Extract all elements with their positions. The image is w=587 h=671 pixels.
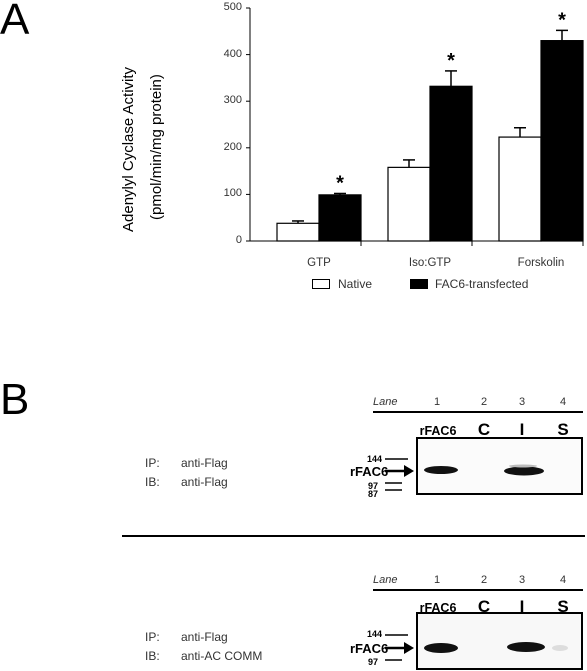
lane-name-rfac6: rFAC6 xyxy=(419,601,457,615)
blot1-band-lane1 xyxy=(424,466,458,474)
bar-fac6-transfected-1 xyxy=(429,85,473,242)
lane-number-2: 2 xyxy=(480,396,488,408)
lane-number-4: 4 xyxy=(559,574,567,586)
bar-native-2 xyxy=(498,136,542,242)
western-blots xyxy=(385,437,583,670)
legend-label-native: Native xyxy=(338,277,373,291)
lane-name-i: I xyxy=(519,420,525,439)
blot1-ib-value: anti-Flag xyxy=(181,475,228,489)
legend-swatch-native xyxy=(312,279,330,289)
blot1-membrane xyxy=(416,437,583,495)
legend-swatch-fac6 xyxy=(410,279,428,289)
lane-header-rule-2 xyxy=(373,589,583,591)
blot1-mw-87: 87 xyxy=(368,489,379,499)
blot2-ib-label: IB: xyxy=(145,649,160,663)
lane-name-s: S xyxy=(557,420,569,439)
y-tick-label: 200 xyxy=(223,140,242,153)
blot1-band-lane3-faint xyxy=(509,464,537,468)
category-label: GTP xyxy=(307,257,331,269)
lane-name-c: C xyxy=(477,420,491,439)
lane-number-3: 3 xyxy=(518,574,526,586)
lane-name-rfac6: rFAC6 xyxy=(419,424,457,438)
legend-label-fac6: FAC6-transfected xyxy=(435,277,529,291)
lane-number-1: 1 xyxy=(433,396,441,408)
blot1-mw-97: 97 xyxy=(368,481,379,491)
significance-marker: * xyxy=(336,172,344,194)
significance-marker: * xyxy=(447,50,455,72)
lane-name-c: C xyxy=(477,597,491,616)
blot1-ip-value: anti-Flag xyxy=(181,456,228,470)
blot1-ip-label: IP: xyxy=(145,456,160,470)
blot2-mw-97: 97 xyxy=(368,657,379,667)
lane-name-i: I xyxy=(519,597,525,616)
bar-native-0 xyxy=(276,222,320,242)
blot1-mw-144: 144 xyxy=(367,454,383,464)
significance-marker: * xyxy=(558,9,566,31)
panel-divider xyxy=(122,535,585,537)
category-label: Iso:GTP xyxy=(408,257,452,269)
lane-header-rule-1 xyxy=(373,411,583,413)
bar-native-1 xyxy=(387,166,431,242)
lane-number-2: 2 xyxy=(480,574,488,586)
bar-fac6-transfected-2 xyxy=(540,40,584,242)
blot2-membrane xyxy=(416,612,583,670)
blot2-arrow-label: rFAC6 xyxy=(350,641,389,656)
y-tick-label: 400 xyxy=(223,47,242,60)
y-tick-label: 500 xyxy=(223,1,242,13)
blot2-ip-value: anti-Flag xyxy=(181,630,228,644)
lane-name-s: S xyxy=(557,597,569,616)
bar-fac6-transfected-0 xyxy=(318,194,362,242)
blot2-arrow-head xyxy=(404,642,414,654)
lane-number-3: 3 xyxy=(518,396,526,408)
lane-number-1: 1 xyxy=(433,574,441,586)
blot2-mw-144: 144 xyxy=(367,629,383,639)
lane-number-4: 4 xyxy=(559,396,567,408)
bar-chart: * * * xyxy=(246,7,584,246)
panel-a-letter: A xyxy=(0,0,30,44)
y-tick-label: 100 xyxy=(223,187,242,200)
blot1-arrow-head xyxy=(404,465,414,477)
blot2-band-lane4-faint xyxy=(552,645,568,651)
blot1-arrow-label: rFAC6 xyxy=(350,464,389,479)
y-tick-label: 300 xyxy=(223,94,242,107)
blot2-band-lane3 xyxy=(507,642,545,652)
blot2-band-lane1 xyxy=(424,643,458,653)
lane-header-label-2: Lane xyxy=(373,574,398,586)
blot2-ip-label: IP: xyxy=(145,630,160,644)
lane-header-label-1: Lane xyxy=(373,396,398,408)
panel-b-letter: B xyxy=(0,375,30,424)
y-tick-label: 0 xyxy=(235,234,242,246)
blot2-ib-value: anti-AC COMM xyxy=(181,649,263,663)
blot1-band-lane3 xyxy=(504,466,544,476)
category-label: Forskolin xyxy=(517,257,565,269)
blot1-ib-label: IB: xyxy=(145,475,160,489)
